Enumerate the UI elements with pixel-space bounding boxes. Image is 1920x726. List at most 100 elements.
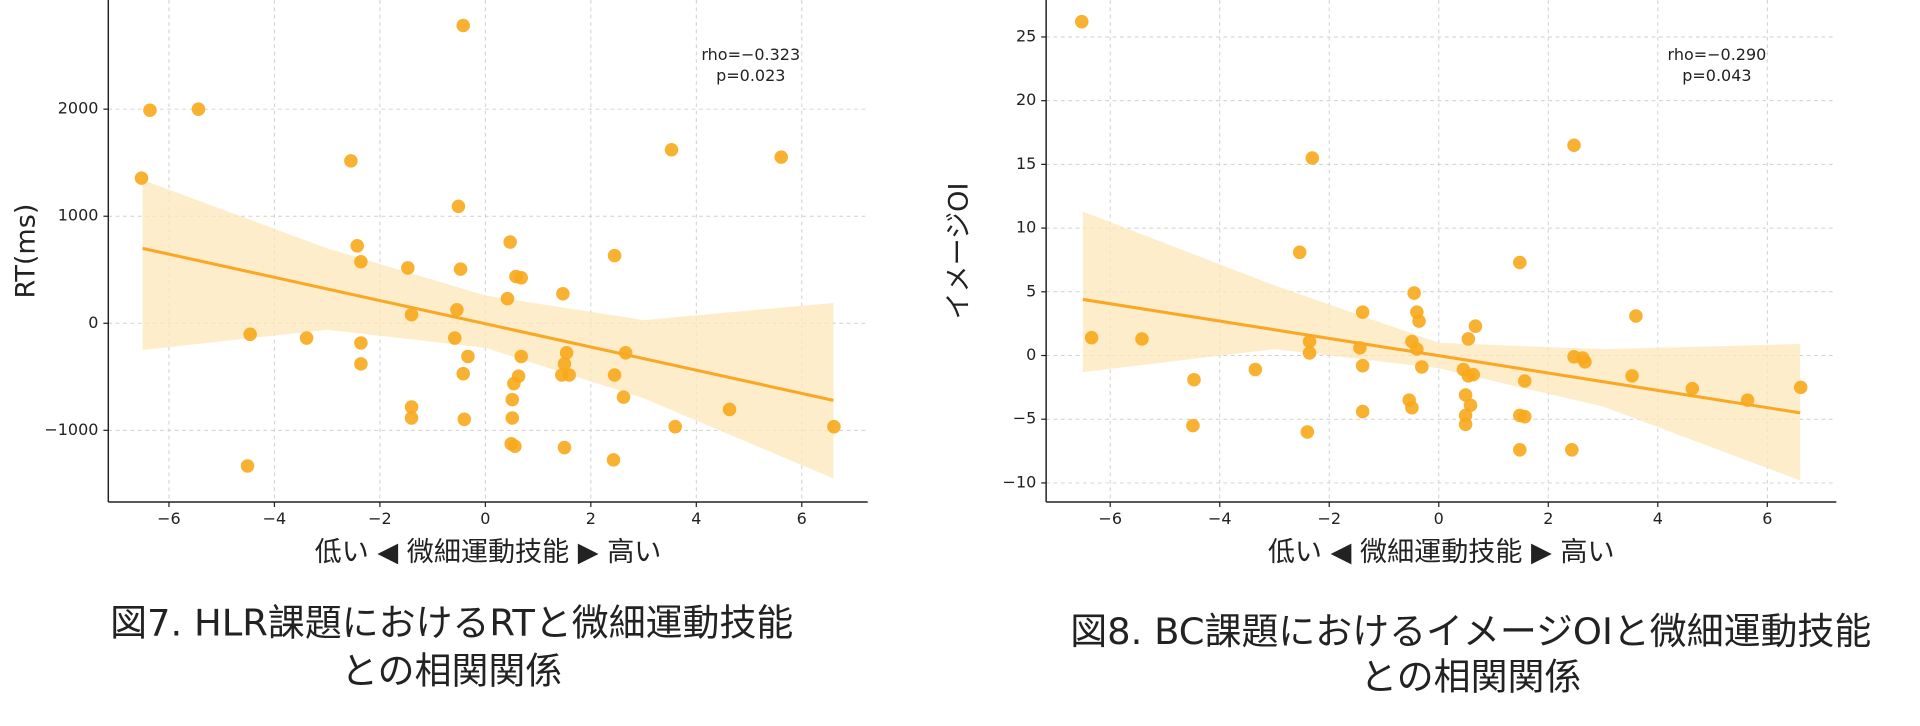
y-tick-label: 10 (1016, 218, 1036, 237)
y-tick-label: 1000 (58, 206, 99, 225)
caption: との相関関係 (1360, 656, 1581, 699)
data-point (1629, 309, 1643, 323)
x-tick-label: 0 (1434, 509, 1444, 528)
annotation: rho=−0.290 (1668, 45, 1767, 64)
data-point (461, 349, 475, 364)
data-point (1463, 398, 1478, 412)
annotation: p=0.023 (716, 66, 785, 85)
data-point (1407, 286, 1421, 300)
data-point (514, 349, 528, 364)
data-point (143, 103, 157, 118)
x-tick-label: −2 (1317, 509, 1341, 528)
y-tick-label: −5 (1013, 409, 1037, 428)
data-point (508, 439, 522, 454)
data-point (1468, 319, 1483, 333)
annotation: p=0.043 (1682, 66, 1751, 85)
data-point (1305, 151, 1320, 165)
data-point (1302, 334, 1317, 349)
x-tick-label: −6 (1098, 509, 1122, 528)
data-point (1461, 332, 1476, 346)
data-point (616, 390, 631, 404)
data-point (1084, 330, 1099, 345)
data-point (722, 402, 737, 417)
data-point (1186, 418, 1200, 433)
data-point (404, 400, 419, 414)
caption: との相関関係 (341, 650, 562, 693)
confidence-band (1082, 211, 1801, 481)
data-point (404, 307, 419, 322)
data-point (1517, 374, 1532, 388)
data-point (668, 419, 682, 434)
data-point (1513, 443, 1527, 457)
data-point (1793, 380, 1808, 395)
data-point (664, 142, 679, 157)
data-point (505, 392, 520, 407)
data-point (500, 291, 515, 306)
data-point (556, 286, 570, 301)
data-point (1405, 400, 1419, 415)
y-tick-label: 2000 (58, 99, 99, 118)
data-point (1415, 360, 1429, 374)
y-tick-label: 25 (1016, 26, 1036, 45)
data-point (1355, 404, 1370, 419)
data-point (505, 411, 520, 425)
data-point (503, 235, 517, 249)
data-point (450, 303, 464, 317)
regression-line (1082, 297, 1801, 415)
data-point (607, 368, 622, 382)
data-point (1458, 417, 1473, 432)
y-axis-label: RT(ms) (11, 204, 42, 299)
data-point (562, 368, 576, 382)
data-point (1292, 245, 1307, 260)
y-tick-label: 5 (1026, 281, 1036, 300)
data-point (557, 357, 572, 371)
x-axis-label: 低い ◀ 微細運動技能 ▶ 高い (315, 537, 662, 568)
y-tick-label: 20 (1016, 90, 1036, 109)
data-point (1355, 358, 1370, 373)
x-tick-label: −2 (368, 509, 392, 528)
data-point (354, 357, 368, 371)
data-point (1187, 372, 1201, 387)
data-point (404, 411, 419, 425)
data-point (451, 199, 466, 214)
data-point (1248, 362, 1263, 377)
data-point (607, 248, 622, 263)
data-point (559, 346, 574, 360)
x-tick-label: 6 (797, 509, 807, 528)
data-point (774, 150, 788, 164)
data-point (1458, 388, 1473, 402)
x-tick-label: −4 (263, 509, 287, 528)
y-tick-label: −10 (1003, 472, 1037, 491)
y-tick-label: 0 (88, 313, 98, 332)
data-point (456, 18, 470, 33)
data-point (1567, 138, 1581, 153)
data-point (1302, 346, 1317, 360)
data-point (1685, 381, 1700, 396)
data-point (1135, 332, 1149, 346)
data-point (457, 412, 472, 427)
x-tick-label: 4 (1653, 509, 1663, 528)
y-tick-label: 15 (1016, 154, 1036, 173)
data-point (401, 261, 415, 275)
data-point (354, 336, 368, 350)
regression-line (142, 246, 834, 402)
data-point (1300, 425, 1315, 439)
data-point (1355, 305, 1370, 319)
y-tick-label: −1000 (44, 420, 98, 439)
x-tick-label: 4 (691, 509, 701, 528)
x-tick-label: 2 (1543, 509, 1553, 528)
x-tick-label: 2 (586, 509, 596, 528)
data-point (354, 254, 368, 269)
data-point (507, 376, 521, 391)
data-point (1513, 255, 1527, 270)
data-point (606, 453, 621, 467)
y-axis-label: イメージOI (943, 183, 974, 320)
data-point (243, 327, 257, 342)
x-axis-label: 低い ◀ 微細運動技能 ▶ 高い (1268, 537, 1615, 568)
x-tick-label: −4 (1208, 509, 1232, 528)
data-point (1412, 314, 1426, 328)
data-point (191, 102, 206, 116)
x-tick-label: 0 (480, 509, 490, 528)
data-point (448, 331, 462, 345)
